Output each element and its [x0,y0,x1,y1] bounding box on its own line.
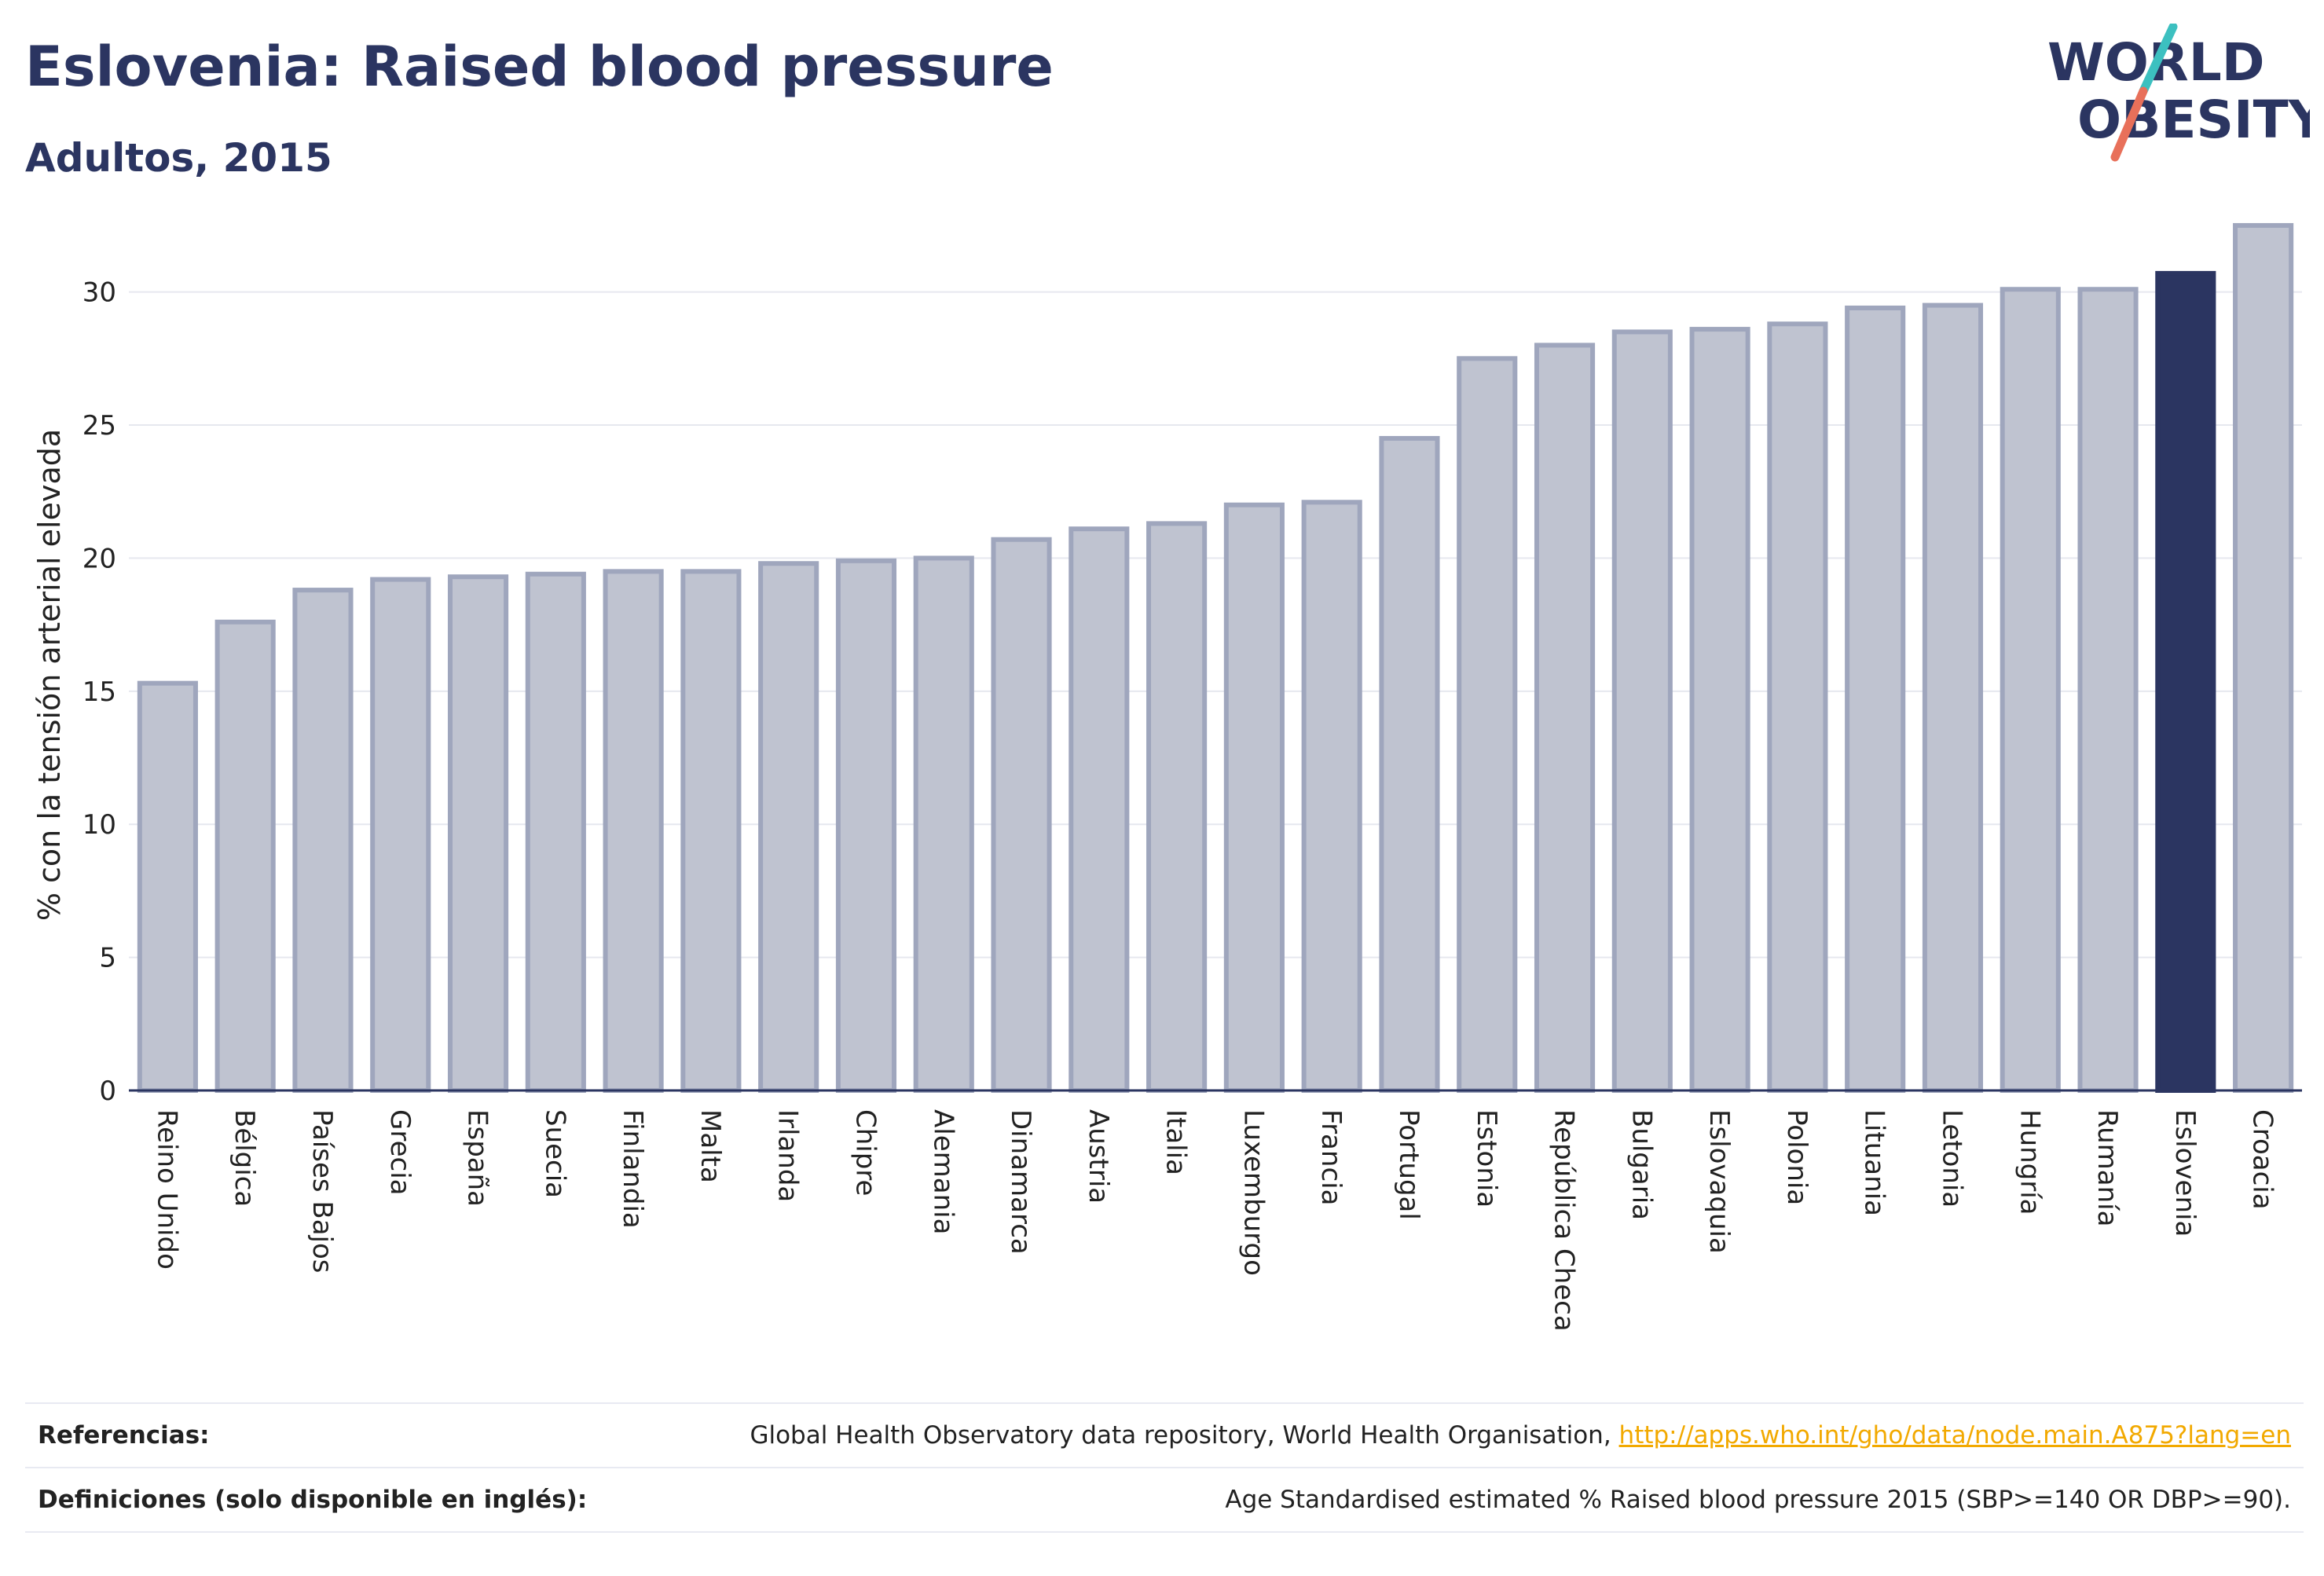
y-tick-label: 15 [82,676,116,708]
y-tick-label: 0 [99,1076,116,1107]
references-value: Global Health Observatory data repositor… [750,1421,2291,1450]
bar [525,571,586,1093]
bar [1223,502,1285,1093]
bar-chart: 0 5 10 15 20 25 30 Reino Unido Bélgica Países Baj… [32,222,2302,1332]
x-tick-label: Dinamarca [1005,1109,1036,1255]
x-tick-label: Bulgaria [1626,1109,1657,1220]
y-axis-label: % con la tensión arterial elevada [32,429,67,921]
x-tick-label: Austria [1083,1109,1114,1204]
x-tick-label: Malta [695,1109,726,1183]
y-tick-label: 5 [99,943,116,974]
x-tick-label: Bélgica [229,1109,260,1207]
bar [1611,329,1673,1094]
bar [370,577,431,1093]
bar [1922,302,1984,1093]
references-row: Referencias: Global Health Observatory d… [25,1402,2304,1468]
bar [214,619,276,1093]
bar [2233,222,2294,1093]
x-tick-label: Portugal [1393,1109,1424,1220]
bar [1379,435,1440,1093]
y-tick-label: 10 [82,809,116,841]
bar [2077,287,2139,1093]
x-tick-label: República Checa [1549,1109,1580,1332]
y-tick-label: 25 [82,410,116,442]
bar [1767,321,1828,1094]
bar [137,680,198,1093]
references-label: Referencias: [38,1421,210,1450]
bar-highlighted [2155,270,2216,1093]
x-tick-label: Hungría [2014,1109,2045,1215]
bars [137,222,2294,1094]
x-tick-label: Lituania [1859,1109,1890,1216]
bar [991,537,1052,1093]
logo-slash-coral [2110,86,2148,162]
definitions-text: Age Standardised estimated % Raised bloo… [1225,1486,2291,1514]
bar [1457,356,1518,1094]
x-tick-label: Croacia [2247,1109,2278,1210]
x-tick-label: Finlandia [617,1109,648,1229]
bar [1301,500,1362,1093]
x-tick-label: Estonia [1471,1109,1502,1208]
bar [1146,521,1208,1093]
chart-subtitle: Adultos, 2015 [25,135,332,181]
axes: 0 5 10 15 20 25 30 Reino Unido Bélgica Países Baj… [82,277,2302,1332]
bar [292,588,354,1093]
bar [447,574,509,1093]
bar [1845,305,1906,1093]
y-tick-label: 30 [82,277,116,309]
logo-word-obesity: OBESITY [2077,90,2310,150]
x-tick-label: Suecia [539,1109,570,1198]
chart-title: Eslovenia: Raised blood pressure [25,35,1054,99]
footer-divider [25,1531,2304,1533]
references-text: Global Health Observatory data repositor… [750,1421,1611,1450]
x-tick-label: España [462,1109,493,1207]
world-obesity-logo: WORLD OBESITY [2047,24,2310,162]
x-tick-label: Reino Unido [151,1109,182,1270]
x-tick-label: Francia [1315,1109,1347,1205]
x-tick-label: Polonia [1781,1109,1813,1205]
logo-slash-teal [2139,24,2178,96]
x-tick-label: Irlanda [772,1109,804,1202]
bar [680,569,742,1093]
x-tick-label: Eslovenia [2169,1109,2201,1237]
bar [603,569,664,1093]
x-tick-label: Eslovaquia [1703,1109,1735,1254]
x-tick-label: Grecia [384,1109,416,1195]
bar [913,555,974,1093]
bar [835,558,897,1093]
bar [1534,343,1596,1094]
bar [2000,287,2061,1093]
x-tick-label: Italia [1160,1109,1192,1175]
bar [1069,526,1130,1093]
bar [758,561,819,1093]
bar [1689,327,1750,1094]
x-tick-label: Países Bajos [306,1109,338,1274]
x-tick-label: Alemania [927,1109,959,1234]
definitions-label: Definiciones (solo disponible en inglés)… [38,1486,588,1514]
y-tick-label: 20 [82,543,116,574]
x-tick-label: Letonia [1936,1109,1967,1208]
definitions-row: Definiciones (solo disponible en inglés)… [25,1467,2304,1533]
references-link[interactable]: http://apps.who.int/gho/data/node.main.A… [1618,1421,2291,1450]
x-tick-label: Luxemburgo [1237,1109,1269,1276]
x-tick-label: Rumanía [2091,1109,2123,1226]
x-tick-label: Chipre [849,1109,881,1196]
